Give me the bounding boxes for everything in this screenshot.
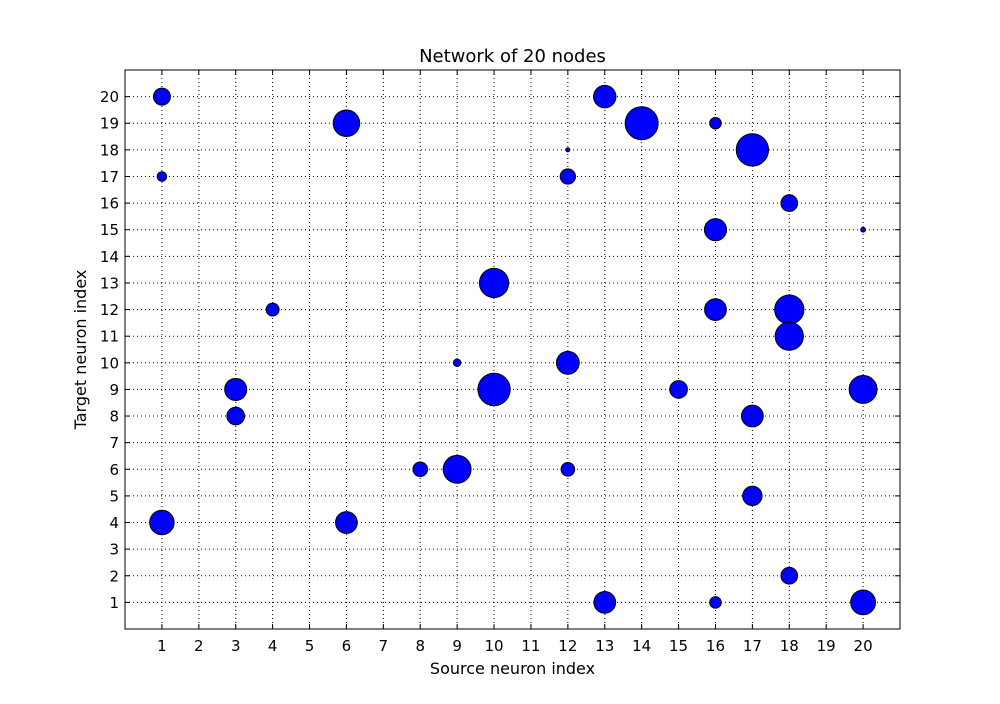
x-tick-label: 14 bbox=[632, 637, 651, 655]
data-point bbox=[560, 461, 576, 477]
data-point bbox=[850, 589, 877, 616]
data-point bbox=[848, 374, 878, 404]
data-point bbox=[565, 147, 571, 153]
y-tick-label: 9 bbox=[109, 381, 119, 399]
x-tick-label: 4 bbox=[268, 637, 278, 655]
y-tick-label: 1 bbox=[109, 594, 119, 612]
x-tick-label: 19 bbox=[817, 637, 836, 655]
points-layer bbox=[149, 84, 878, 616]
data-point bbox=[335, 511, 358, 534]
data-point bbox=[156, 171, 168, 182]
data-point bbox=[735, 133, 770, 167]
data-point bbox=[478, 267, 510, 299]
y-tick-label: 16 bbox=[100, 195, 119, 213]
x-tick-label: 15 bbox=[669, 637, 688, 655]
data-point bbox=[741, 404, 764, 428]
y-tick-label: 11 bbox=[100, 328, 119, 346]
data-point bbox=[709, 116, 722, 130]
y-tick-label: 7 bbox=[109, 434, 119, 452]
data-point bbox=[780, 566, 799, 585]
y-tick-label: 18 bbox=[100, 141, 119, 159]
y-tick-label: 4 bbox=[109, 514, 119, 532]
y-tick-label: 6 bbox=[109, 461, 119, 479]
x-tick-label: 17 bbox=[743, 637, 762, 655]
y-tick-label: 19 bbox=[100, 115, 119, 133]
y-tick-label: 10 bbox=[100, 354, 119, 372]
data-point bbox=[860, 226, 866, 233]
data-point bbox=[593, 84, 617, 109]
data-point bbox=[442, 454, 472, 484]
x-tick-label: 11 bbox=[521, 637, 540, 655]
x-tick-label: 20 bbox=[854, 637, 873, 655]
y-tick-label: 20 bbox=[100, 88, 119, 106]
y-tick-label: 8 bbox=[109, 408, 119, 426]
x-tick-label: 9 bbox=[452, 637, 462, 655]
y-tick-label: 17 bbox=[100, 168, 119, 186]
x-tick-label: 18 bbox=[780, 637, 799, 655]
data-point bbox=[704, 298, 727, 321]
data-point bbox=[555, 350, 580, 375]
y-axis-label: Target neuron index bbox=[71, 270, 90, 431]
y-tick-label: 15 bbox=[100, 221, 119, 239]
x-tick-label: 13 bbox=[595, 637, 614, 655]
x-tick-label: 6 bbox=[342, 637, 352, 655]
data-point bbox=[152, 87, 171, 106]
data-point bbox=[149, 509, 175, 536]
data-point bbox=[265, 302, 280, 317]
data-point bbox=[774, 321, 804, 351]
x-tick-label: 7 bbox=[379, 637, 389, 655]
data-point bbox=[332, 109, 361, 137]
data-point bbox=[477, 372, 511, 407]
data-point bbox=[224, 377, 248, 401]
plot-frame bbox=[124, 69, 901, 630]
data-point bbox=[226, 406, 246, 426]
y-tick-label: 12 bbox=[100, 301, 119, 319]
data-point bbox=[742, 485, 763, 507]
data-point bbox=[669, 380, 688, 399]
chart-title: Network of 20 nodes bbox=[419, 46, 606, 67]
x-axis-label: Source neuron index bbox=[430, 659, 595, 678]
y-tick-label: 3 bbox=[109, 541, 119, 559]
y-tick-label: 14 bbox=[100, 248, 119, 266]
x-tick-label: 8 bbox=[415, 637, 425, 655]
x-tick-label: 12 bbox=[558, 637, 577, 655]
data-point bbox=[709, 596, 722, 609]
data-point bbox=[412, 461, 429, 478]
y-tick-label: 2 bbox=[109, 567, 119, 585]
data-point bbox=[593, 591, 617, 614]
data-point bbox=[559, 168, 577, 185]
x-tick-label: 2 bbox=[194, 637, 204, 655]
x-tick-label: 3 bbox=[231, 637, 241, 655]
data-point bbox=[780, 194, 799, 212]
data-point bbox=[452, 358, 462, 368]
x-tick-label: 5 bbox=[305, 637, 315, 655]
x-tick-label: 1 bbox=[157, 637, 167, 655]
data-point bbox=[774, 294, 805, 325]
y-tick-label: 5 bbox=[109, 487, 119, 505]
ticks-layer: 1 2 3 4 5 6 7 8 9 10 11 12 13 14 15 16 17 18 19 20123456789… bbox=[100, 70, 900, 655]
y-tick-label: 13 bbox=[100, 274, 119, 292]
data-point bbox=[624, 106, 659, 141]
data-point bbox=[703, 218, 728, 242]
x-tick-label: 10 bbox=[485, 637, 504, 655]
x-tick-label: 16 bbox=[706, 637, 725, 655]
